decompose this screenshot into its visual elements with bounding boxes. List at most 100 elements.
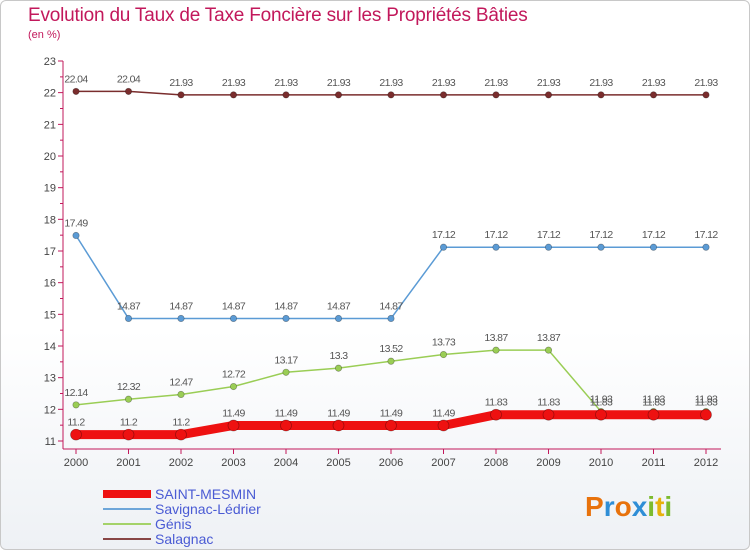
data-point-savignac-ledrier [229, 314, 238, 323]
data-label-saint-mesmin: 11.49 [275, 407, 298, 419]
data-label-salagnac: 21.93 [589, 77, 613, 89]
data-label-savignac-ledrier: 14.87 [327, 300, 351, 312]
data-label-salagnac: 21.93 [484, 77, 508, 89]
data-point-saint-mesmin [175, 428, 187, 441]
data-point-salagnac [492, 91, 500, 99]
data-label-genis: 13.87 [537, 332, 561, 344]
data-point-saint-mesmin [700, 408, 712, 421]
data-point-salagnac [702, 91, 710, 99]
logo-letter: o [614, 491, 632, 522]
data-point-salagnac [387, 91, 395, 99]
data-label-saint-mesmin: 11.83 [642, 397, 665, 409]
y-tick-label: 14 [44, 341, 56, 353]
y-tick-label: 20 [44, 151, 56, 163]
data-label-savignac-ledrier: 17.12 [642, 229, 666, 241]
data-point-genis [177, 390, 185, 399]
data-point-savignac-ledrier [177, 314, 185, 323]
x-tick-label: 2007 [431, 457, 455, 469]
data-point-salagnac [544, 91, 553, 99]
data-point-savignac-ledrier [439, 243, 448, 251]
data-point-saint-mesmin [385, 419, 397, 432]
data-point-salagnac [439, 91, 448, 99]
legend-label: SAINT-MESMIN [155, 486, 256, 502]
data-label-salagnac: 21.93 [222, 77, 246, 89]
data-point-salagnac [177, 91, 185, 99]
y-tick-label: 22 [44, 88, 56, 100]
data-label-savignac-ledrier: 17.12 [537, 229, 561, 241]
y-tick-label: 19 [44, 183, 56, 195]
y-tick-label: 23 [44, 56, 56, 68]
data-point-salagnac [282, 91, 290, 99]
data-point-savignac-ledrier [649, 243, 658, 251]
data-label-genis: 13.17 [274, 354, 298, 366]
chart-subtitle: (en %) [28, 29, 61, 41]
data-point-saint-mesmin [437, 419, 450, 432]
data-label-genis: 11.93 [695, 394, 718, 406]
data-label-genis: 11.93 [590, 394, 613, 406]
data-label-saint-mesmin: 11.2 [67, 417, 85, 429]
data-point-genis [282, 368, 290, 376]
data-point-genis [334, 364, 343, 372]
data-point-savignac-ledrier [282, 314, 290, 323]
data-point-saint-mesmin [70, 428, 82, 441]
y-tick-label: 17 [44, 246, 56, 258]
data-label-saint-mesmin: 11.2 [172, 417, 190, 429]
data-label-genis: 13.87 [484, 332, 508, 344]
logo-letter: x [631, 491, 648, 522]
x-tick-label: 2009 [536, 457, 560, 469]
y-tick-label: 15 [44, 309, 56, 321]
logo-letter: t [655, 491, 665, 522]
x-tick-label: 2000 [64, 457, 88, 469]
data-point-genis [544, 346, 553, 354]
data-point-salagnac [597, 91, 605, 99]
data-point-saint-mesmin [542, 408, 555, 421]
logo-letter: i [664, 491, 673, 522]
x-tick-label: 2002 [169, 457, 193, 469]
data-label-genis: 12.14 [64, 387, 88, 399]
data-label-savignac-ledrier: 14.87 [274, 300, 298, 312]
data-label-genis: 13.73 [432, 337, 456, 349]
data-point-savignac-ledrier [124, 314, 133, 323]
data-point-savignac-ledrier [597, 243, 605, 251]
data-label-genis: 13.52 [379, 343, 403, 355]
data-point-savignac-ledrier [702, 243, 710, 251]
y-tick-label: 11 [45, 436, 56, 448]
data-point-genis [492, 346, 500, 354]
data-label-salagnac: 21.93 [642, 77, 666, 89]
data-label-saint-mesmin: 11.83 [537, 397, 560, 409]
data-label-genis: 12.72 [222, 369, 246, 381]
x-tick-label: 2005 [326, 457, 350, 469]
legend-label: Salagnac [155, 531, 213, 547]
data-point-saint-mesmin [647, 408, 660, 421]
data-label-genis: 12.47 [169, 376, 193, 388]
data-label-salagnac: 21.93 [327, 77, 351, 89]
data-point-saint-mesmin [332, 419, 345, 432]
data-label-savignac-ledrier: 17.12 [694, 229, 718, 241]
x-tick-label: 2006 [379, 457, 403, 469]
data-label-saint-mesmin: 11.49 [222, 407, 245, 419]
y-tick-label: 12 [44, 404, 56, 416]
y-tick-label: 18 [44, 214, 56, 226]
data-point-saint-mesmin [490, 408, 502, 421]
x-tick-label: 2003 [221, 457, 245, 469]
data-label-saint-mesmin: 11.49 [327, 407, 350, 419]
data-label-saint-mesmin: 11.83 [485, 397, 508, 409]
x-tick-label: 2012 [694, 457, 718, 469]
x-tick-label: 2008 [484, 457, 508, 469]
data-label-savignac-ledrier: 17.12 [589, 229, 613, 241]
data-label-saint-mesmin: 11.2 [120, 417, 138, 429]
data-point-salagnac [649, 91, 658, 99]
proxiti-logo: Proxiti [585, 491, 672, 523]
data-label-saint-mesmin: 11.83 [590, 397, 613, 409]
chart-title: Evolution du Taux de Taxe Foncière sur l… [28, 5, 528, 26]
data-point-savignac-ledrier [492, 243, 500, 251]
x-tick-label: 2004 [274, 457, 298, 469]
data-point-salagnac [334, 91, 343, 99]
data-label-saint-mesmin: 11.49 [380, 407, 403, 419]
data-label-salagnac: 21.93 [169, 77, 193, 89]
data-point-savignac-ledrier [72, 231, 80, 240]
data-point-genis [72, 401, 80, 409]
data-label-salagnac: 21.93 [432, 77, 456, 89]
data-label-savignac-ledrier: 17.12 [484, 229, 508, 241]
